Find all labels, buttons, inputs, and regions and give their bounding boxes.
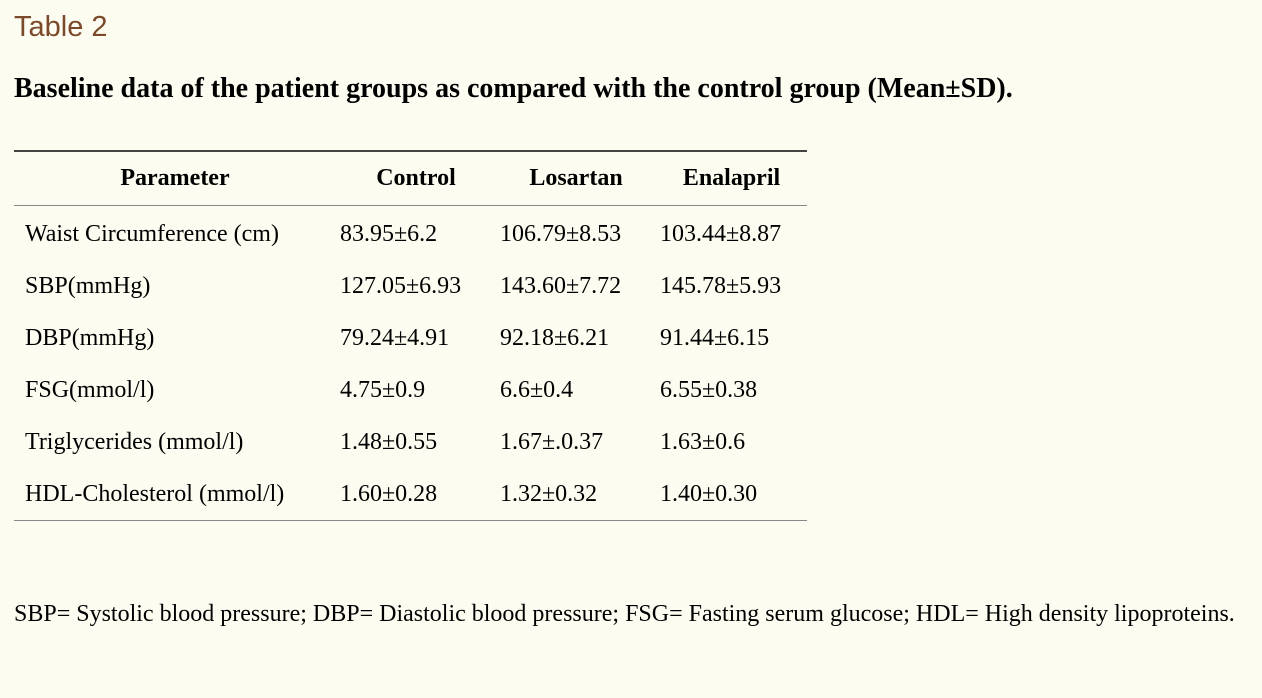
enalapril-value-cell: 91.44±6.15	[660, 324, 770, 351]
row-parameter-cell: HDL-Cholesterol (mmol/l)	[25, 480, 285, 507]
control-value-cell: 127.05±6.93	[340, 272, 462, 299]
enalapril-value-cell: 1.40±0.30	[660, 480, 758, 507]
enalapril-value-cell: 6.55±0.38	[660, 376, 758, 403]
table-caption: Baseline data of the patient groups as c…	[14, 73, 1013, 104]
control-value-cell: 4.75±0.9	[340, 376, 426, 403]
column-header-enalapril: Enalapril	[656, 151, 807, 206]
table-row: SBP(mmHg) 127.05±6.93 143.60±7.72 145.78…	[14, 260, 807, 312]
control-value-cell: 1.60±0.28	[340, 480, 438, 507]
control-value-cell: 79.24±4.91	[340, 324, 450, 351]
column-header-parameter: Parameter	[14, 151, 336, 206]
losartan-value-cell: 6.6±0.4	[500, 376, 574, 403]
table-row: DBP(mmHg) 79.24±4.91 92.18±6.21 91.44±6.…	[14, 312, 807, 364]
enalapril-value-cell: 145.78±5.93	[660, 272, 782, 299]
table-row: Triglycerides (mmol/l) 1.48±0.55 1.67±.0…	[14, 416, 807, 468]
enalapril-value-cell: 103.44±8.87	[660, 220, 782, 247]
table-label: Table 2	[14, 11, 108, 43]
losartan-value-cell: 1.67±.0.37	[500, 428, 604, 455]
table-row: HDL-Cholesterol (mmol/l) 1.60±0.28 1.32±…	[14, 468, 807, 521]
data-table-container: Parameter Control Losartan Enalapril Wai…	[14, 150, 807, 521]
data-table: Parameter Control Losartan Enalapril Wai…	[14, 150, 807, 521]
table-row: FSG(mmol/l) 4.75±0.9 6.6±0.4 6.55±0.38	[14, 364, 807, 416]
row-parameter-cell: Waist Circumference (cm)	[25, 220, 279, 247]
losartan-value-cell: 92.18±6.21	[500, 324, 610, 351]
losartan-value-cell: 106.79±8.53	[500, 220, 622, 247]
losartan-value-cell: 143.60±7.72	[500, 272, 622, 299]
table-footnote: SBP= Systolic blood pressure; DBP= Diast…	[14, 601, 1235, 627]
enalapril-value-cell: 1.63±0.6	[660, 428, 746, 455]
column-header-control: Control	[336, 151, 496, 206]
table-header-row: Parameter Control Losartan Enalapril	[14, 151, 807, 206]
row-parameter-cell: DBP(mmHg)	[25, 324, 155, 351]
losartan-value-cell: 1.32±0.32	[500, 480, 598, 507]
control-value-cell: 1.48±0.55	[340, 428, 438, 455]
column-header-losartan: Losartan	[496, 151, 656, 206]
row-parameter-cell: FSG(mmol/l)	[25, 376, 155, 403]
table-row: Waist Circumference (cm) 83.95±6.2 106.7…	[14, 206, 807, 261]
row-parameter-cell: Triglycerides (mmol/l)	[25, 428, 244, 455]
row-parameter-cell: SBP(mmHg)	[25, 272, 151, 299]
control-value-cell: 83.95±6.2	[340, 220, 438, 247]
